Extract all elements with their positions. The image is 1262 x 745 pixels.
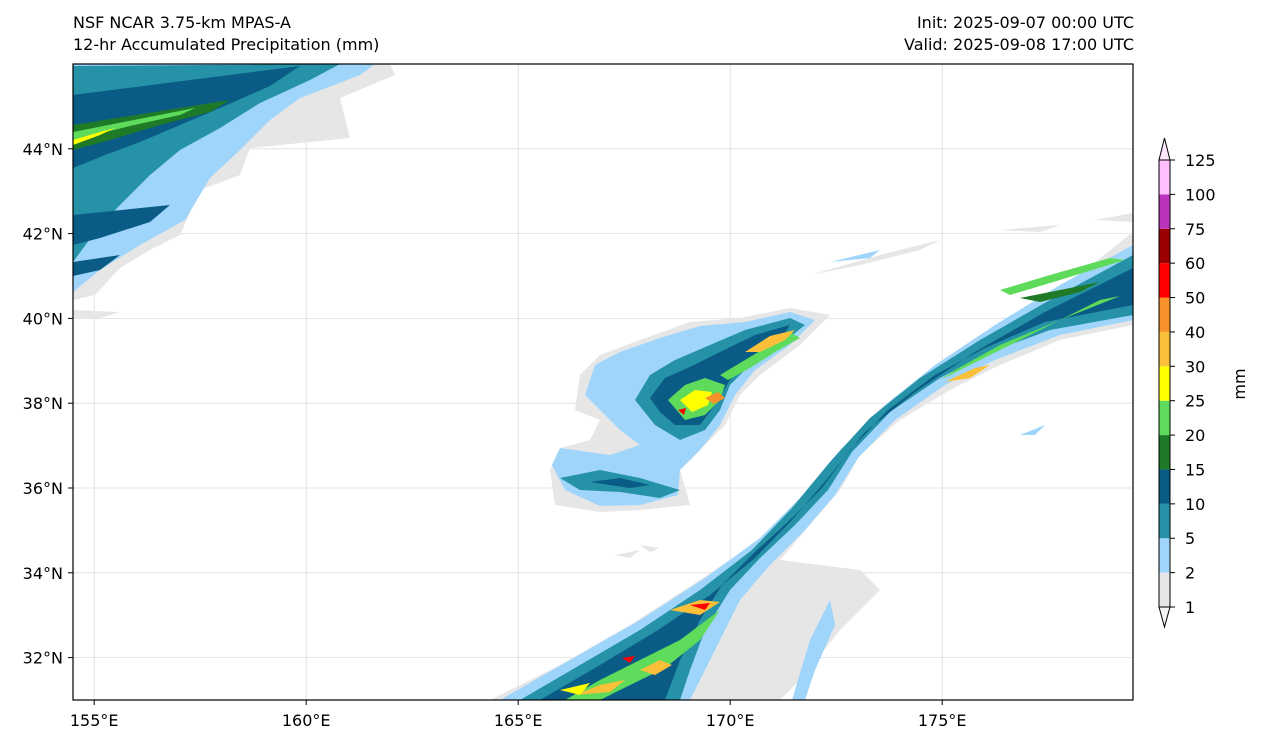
lon-axis: 155°E 160°E 165°E 170°E 175°E [70, 700, 967, 730]
colorbar-tick-label: 1 [1185, 598, 1195, 617]
colorbar-segment [1159, 572, 1170, 607]
lon-tick-label: 170°E [706, 711, 755, 730]
lat-tick-label: 36°N [23, 479, 63, 498]
colorbar-tick-label: 50 [1185, 289, 1205, 308]
lat-axis: 32°N 34°N 36°N 38°N 40°N 42°N 44°N [23, 140, 73, 668]
precip-band-northwest [73, 64, 395, 318]
model-title: NSF NCAR 3.75-km MPAS-A [73, 13, 291, 32]
colorbar-tick-label: 2 [1185, 564, 1195, 583]
colorbar-segment [1159, 228, 1170, 264]
lon-tick-label: 155°E [70, 711, 119, 730]
map-frame [72, 63, 1134, 701]
precipitation-field [73, 64, 1133, 700]
colorbar-tick-label: 30 [1185, 357, 1205, 376]
title-right: Init: 2025-09-07 00:00 UTC Valid: 2025-0… [904, 13, 1134, 57]
precip-cyclone [550, 308, 830, 512]
lat-tick-label: 34°N [23, 564, 63, 583]
colorbar-segment [1159, 263, 1170, 298]
colorbar-tick-label: 75 [1185, 220, 1205, 239]
field-title: 12-hr Accumulated Precipitation (mm) [73, 35, 380, 54]
precip-frontal-band [490, 232, 1133, 700]
init-time: Init: 2025-09-07 00:00 UTC [916, 13, 1134, 32]
lon-tick-label: 160°E [282, 711, 331, 730]
colorbar-segment [1159, 469, 1170, 504]
colorbar-segment [1159, 503, 1170, 539]
lat-tick-label: 42°N [23, 225, 63, 244]
colorbar-segment [1159, 435, 1170, 470]
colorbar-under-extension [1158, 606, 1171, 629]
colorbar-segment [1159, 194, 1170, 229]
lat-tick-label: 44°N [23, 140, 63, 159]
colorbar-over-extension [1158, 137, 1171, 161]
colorbar-tick-label: 15 [1185, 460, 1205, 479]
lat-tick-label: 38°N [23, 394, 63, 413]
lat-tick-label: 40°N [23, 309, 63, 328]
colorbar-tick-label: 10 [1185, 495, 1205, 514]
map-panel: 155°E 160°E 165°E 170°E 175°E 32°N 34°N 36°N 38… [23, 63, 1134, 730]
lon-tick-label: 175°E [918, 711, 967, 730]
colorbar-tick-label: 125 [1185, 151, 1216, 170]
colorbar-segment [1159, 400, 1170, 436]
colorbar-segment [1159, 538, 1170, 573]
colorbar-tick-label: 100 [1185, 185, 1216, 204]
valid-time: Valid: 2025-09-08 17:00 UTC [903, 35, 1134, 54]
colorbar-tick-label: 60 [1185, 254, 1205, 273]
precip-light-streaks [615, 213, 1133, 558]
title-left: NSF NCAR 3.75-km MPAS-A 12-hr Accumulate… [73, 13, 379, 57]
colorbar-frame [1158, 159, 1171, 608]
colorbar-segment [1159, 331, 1170, 367]
lon-tick-label: 165°E [494, 711, 543, 730]
colorbar-tick-label: 40 [1185, 323, 1205, 342]
colorbar-tick-label: 25 [1185, 392, 1205, 411]
colorbar-tick-label: 20 [1185, 426, 1205, 445]
lat-tick-label: 32°N [23, 649, 63, 668]
colorbar-tick-label: 5 [1185, 529, 1195, 548]
colorbar-segment [1159, 366, 1170, 401]
colorbar-segment [1159, 160, 1170, 195]
colorbar-unit-label: mm [1230, 368, 1249, 399]
colorbar-segment [1159, 297, 1170, 332]
